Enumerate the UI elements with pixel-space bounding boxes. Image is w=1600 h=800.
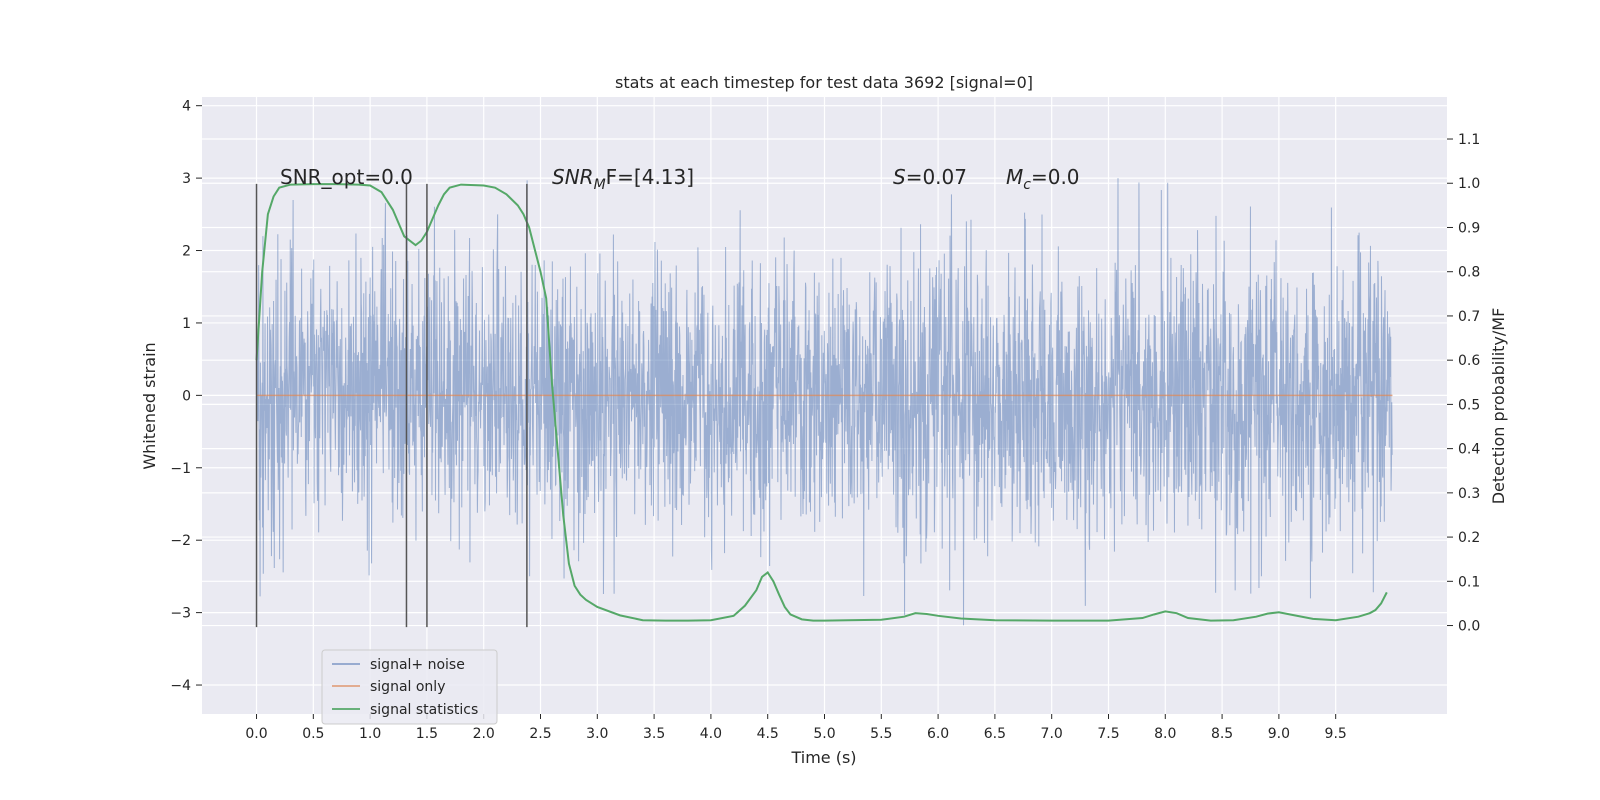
legend-label-signal-only: signal only: [370, 679, 445, 695]
x-tick-label-16: 8.0: [1154, 726, 1176, 742]
x-tick-label-19: 9.5: [1325, 726, 1347, 742]
x-tick-label-11: 5.5: [870, 726, 892, 742]
x-tick-label-15: 7.5: [1097, 726, 1119, 742]
x-tick-label-18: 9.0: [1268, 726, 1290, 742]
x-tick-label-17: 8.5: [1211, 726, 1233, 742]
snr-mf-value: F=[4.13]: [606, 165, 694, 189]
legend-label-signal-noise: signal+ noise: [370, 657, 465, 673]
x-tick-label-8: 4.0: [700, 726, 722, 742]
x-tick-label-0: 0.0: [245, 726, 267, 742]
x-tick-label-1: 0.5: [302, 726, 324, 742]
snr-mf-base: SNR: [552, 165, 594, 189]
x-tick-label-6: 3.0: [586, 726, 608, 742]
legend: signal+ noise signal only signal statist…: [321, 649, 498, 725]
x-tick-label-13: 6.5: [984, 726, 1006, 742]
left-y-axis-ticks: −4 −3 −2 −1 0 1 2 3 4: [170, 99, 202, 694]
x-tick-label-10: 5.0: [813, 726, 835, 742]
right-y-axis-label: Detection probability/MF: [1489, 308, 1508, 505]
left-y-tick-label-2: −2: [170, 533, 191, 549]
x-tick-label-3: 1.5: [416, 726, 438, 742]
legend-label-signal-statistics: signal statistics: [370, 702, 478, 718]
right-y-tick-label-3: 0.3: [1458, 486, 1480, 502]
snr-opt-annotation: SNR_opt=0.0: [280, 165, 413, 189]
x-tick-label-4: 2.0: [473, 726, 495, 742]
right-y-tick-label-11: 1.1: [1458, 132, 1480, 148]
right-y-tick-label-1: 0.1: [1458, 574, 1480, 590]
legend-box: [321, 649, 498, 725]
x-tick-label-7: 3.5: [643, 726, 665, 742]
x-axis-label: Time (s): [790, 748, 856, 767]
left-y-tick-label-1: −3: [170, 606, 191, 622]
right-y-axis-ticks: 0.0 0.1 0.2 0.3 0.4 0.5 0.6 0.7 0.8 0.9 1.0 1.1: [1447, 132, 1480, 635]
s-value: =0.07: [906, 165, 967, 189]
mc-annotation: Mc=0.0: [1006, 165, 1080, 193]
signal-noise-line: [256, 178, 1393, 626]
mc-value: =0.0: [1031, 165, 1080, 189]
mc-subscript: c: [1023, 177, 1031, 193]
left-y-axis-label: Whitened strain: [140, 342, 159, 469]
left-y-tick-label-4: 0: [182, 388, 191, 404]
signal-statistics-series: [255, 183, 1388, 622]
left-y-tick-label-6: 2: [182, 244, 191, 260]
right-y-tick-label-5: 0.5: [1458, 397, 1480, 413]
x-tick-label-14: 7.0: [1041, 726, 1063, 742]
snr-mf-annotation: SNRMF=[4.13]: [552, 165, 694, 193]
vertical-markers: [255, 183, 528, 628]
x-axis-ticks: 0.0 0.5 1.0 1.5 2.0 2.5 3.0 3.5 4.0 4.5 5.0 5.5 6.0 6…: [245, 714, 1347, 742]
right-y-tick-label-4: 0.4: [1458, 442, 1480, 458]
x-tick-label-2: 1.0: [359, 726, 381, 742]
snr-mf-subscript: M: [594, 177, 606, 193]
right-y-tick-label-10: 1.0: [1458, 176, 1480, 192]
x-tick-label-9: 4.5: [757, 726, 779, 742]
right-y-tick-label-2: 0.2: [1458, 530, 1480, 546]
x-tick-label-12: 6.0: [927, 726, 949, 742]
signal-noise-series: [256, 178, 1393, 626]
left-y-tick-label-5: 1: [182, 316, 191, 332]
left-y-tick-label-8: 4: [182, 99, 191, 115]
x-tick-label-5: 2.5: [529, 726, 551, 742]
right-y-tick-label-6: 0.6: [1458, 353, 1480, 369]
right-y-tick-label-8: 0.8: [1458, 265, 1480, 281]
right-y-tick-label-9: 0.9: [1458, 220, 1480, 236]
left-y-tick-label-0: −4: [170, 678, 191, 694]
mc-symbol: M: [1006, 165, 1023, 189]
right-y-tick-label-0: 0.0: [1458, 619, 1480, 635]
s-annotation: S=0.07: [893, 165, 967, 189]
right-y-tick-label-7: 0.7: [1458, 309, 1480, 325]
s-symbol: S: [893, 165, 906, 189]
signal-statistics-line: [255, 183, 1388, 622]
left-y-tick-label-7: 3: [182, 171, 191, 187]
chart-title: stats at each timestep for test data 369…: [615, 73, 1033, 92]
left-y-tick-label-3: −1: [170, 461, 191, 477]
